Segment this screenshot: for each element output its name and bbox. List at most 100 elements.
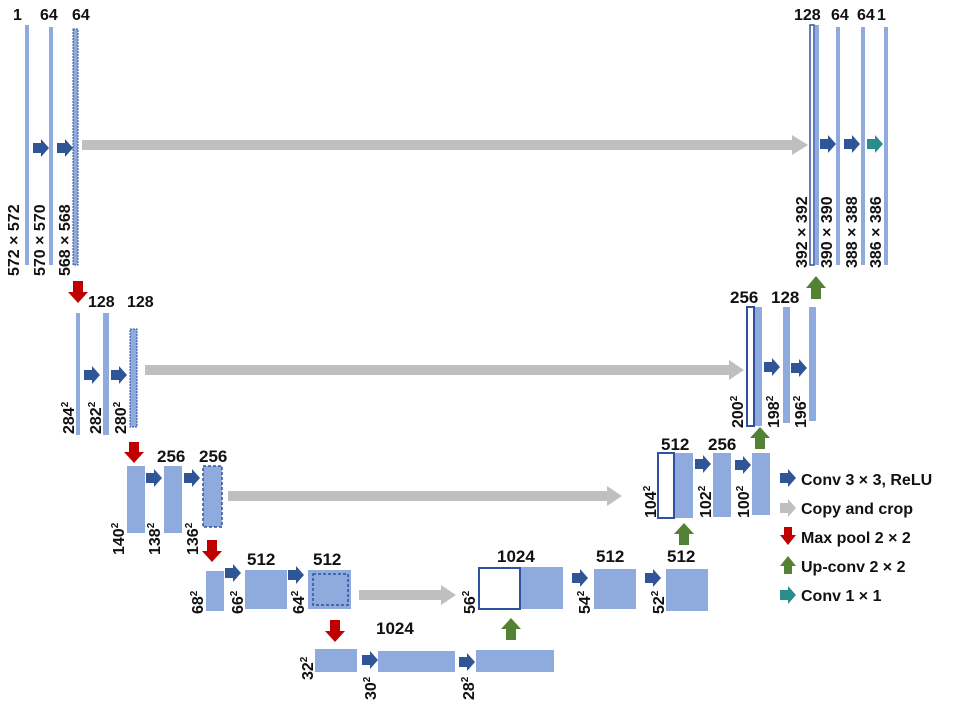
conv-arrow-icon: [572, 569, 588, 587]
feature-map-l1-conv2: [72, 28, 79, 266]
conv-arrow-icon: [33, 139, 49, 157]
conv-arrow-icon: [84, 366, 100, 384]
channels-l1-conv1: 64: [40, 7, 58, 24]
conv-arrow-icon: [645, 569, 661, 587]
feature-map-l5-conv1: [378, 651, 455, 672]
channels-r1-output: 1: [877, 7, 886, 24]
upconv-arrow-icon: [806, 276, 826, 299]
size-r4-conv2: 522: [650, 590, 668, 614]
conv-arrow-icon: [695, 455, 711, 473]
size-r1-concat: 392 × 392: [794, 196, 811, 268]
size-l1-conv1: 570 × 570: [32, 204, 49, 276]
conv-arrow-icon: [791, 359, 807, 377]
feature-map-r4-conv2: [666, 569, 708, 611]
size-r2-concat: 2002: [729, 395, 747, 428]
feature-map-l5-pool: [315, 649, 357, 672]
size-l4-conv2: 642: [290, 590, 308, 614]
channels-r2-concat: 256: [730, 288, 758, 307]
conv-arrow-icon: [146, 469, 162, 487]
upconv-arrow-icon: [750, 427, 770, 449]
size-l5-conv2: 282: [460, 676, 478, 700]
conv-arrow-icon: [844, 135, 860, 153]
size-l2-conv2: 2802: [112, 401, 130, 434]
feature-map-l2-pool: [76, 313, 80, 435]
maxpool-arrow-icon: [124, 442, 144, 463]
conv-arrow-icon: [111, 366, 127, 384]
feature-map-r4-conv1: [594, 569, 636, 609]
size-l5-conv1: 302: [362, 676, 380, 700]
size-l3-pool: 1402: [110, 522, 128, 555]
copy-crop-arrow-l3: [228, 486, 622, 506]
channels-r4-conv2: 512: [667, 547, 695, 566]
feature-map-r3-conv1: [713, 453, 731, 517]
level2-decoder: 256 128 2002 1982 1962: [729, 288, 816, 428]
channels-r1-concat: 128: [794, 7, 821, 24]
channels-l4-conv2: 512: [313, 550, 341, 569]
size-r4-concat: 562: [461, 590, 479, 614]
channels-l4-conv1: 512: [247, 550, 275, 569]
size-r1-conv2: 388 × 388: [844, 196, 861, 268]
level4-decoder: 1024 512 512 562 542 522: [461, 547, 708, 614]
channels-l5-conv1: 1024: [376, 619, 414, 638]
channels-l3-conv2: 256: [199, 447, 227, 466]
channels-r1-conv2: 64: [857, 7, 875, 24]
copy-crop-arrow-l1: [82, 135, 808, 155]
feature-map-r2-upconv: [755, 307, 762, 426]
feature-map-l3-conv1: [164, 466, 182, 533]
legend-conv-icon: [780, 469, 796, 487]
level5-bottleneck: 1024 322 302 282: [299, 619, 554, 700]
feature-map-r1-conv2: [861, 27, 865, 265]
legend-copy-label: Copy and crop: [801, 501, 913, 518]
legend-conv1-label: Conv 1 × 1: [801, 588, 882, 605]
conv1x1-arrow-icon: [867, 135, 883, 153]
feature-map-l2-conv1: [103, 313, 109, 435]
channels-r3-concat: 512: [661, 435, 689, 454]
size-r3-conv1: 1022: [697, 485, 715, 518]
maxpool-arrow-icon: [68, 281, 88, 303]
feature-map-r1-conv1: [836, 27, 840, 265]
feature-map-r2-conv2: [809, 307, 816, 421]
feature-map-r2-copied: [746, 306, 755, 427]
size-l4-conv1: 662: [229, 590, 247, 614]
copy-crop-arrow-l2: [145, 360, 744, 380]
level4-encoder: 512 512 682 662 642: [189, 550, 351, 614]
size-r1-output: 386 × 386: [868, 196, 885, 268]
channels-r4-concat: 1024: [497, 547, 535, 566]
size-l4-pool: 682: [189, 590, 207, 614]
legend-upconv-label: Up-conv 2 × 2: [801, 559, 906, 576]
upconv-arrow-icon: [501, 618, 521, 640]
feature-map-r3-upconv: [675, 453, 693, 518]
channels-r4-conv1: 512: [596, 547, 624, 566]
feature-map-l3-conv2: [202, 465, 223, 528]
conv-arrow-icon: [288, 566, 304, 584]
channels-l1-input: 1: [13, 7, 22, 24]
conv-arrow-icon: [184, 469, 200, 487]
level3-encoder: 256 256 1402 1382 1362: [110, 447, 227, 555]
channels-l1-conv2: 64: [72, 7, 90, 24]
channels-r3-conv1: 256: [708, 435, 736, 454]
legend-pool-label: Max pool 2 × 2: [801, 530, 911, 547]
maxpool-arrow-icon: [325, 620, 345, 642]
size-r4-conv1: 542: [576, 590, 594, 614]
size-l1-conv2: 568 × 568: [57, 204, 74, 276]
channels-l3-conv1: 256: [157, 447, 185, 466]
feature-map-l2-conv2: [129, 328, 138, 428]
channels-r1-conv1: 64: [831, 7, 849, 24]
conv-arrow-icon: [362, 651, 378, 669]
size-l2-pool: 2842: [60, 401, 78, 434]
maxpool-arrow-icon: [202, 540, 222, 562]
feature-map-l4-pool: [206, 571, 224, 611]
conv-arrow-icon: [735, 456, 751, 474]
feature-map-r2-conv1: [783, 307, 790, 423]
feature-map-r1-output: [884, 27, 888, 265]
legend-conv-label: Conv 3 × 3, ReLU: [801, 472, 932, 489]
size-l3-conv1: 1382: [146, 522, 164, 555]
upconv-arrow-icon: [674, 523, 694, 545]
feature-map-l1-conv1: [49, 27, 53, 265]
legend: Conv 3 × 3, ReLU Copy and crop Max pool …: [780, 469, 932, 605]
size-l1-input: 572 × 572: [6, 204, 23, 276]
conv-arrow-icon: [225, 564, 241, 582]
conv-arrow-icon: [57, 139, 73, 157]
legend-copy-icon: [780, 499, 796, 517]
